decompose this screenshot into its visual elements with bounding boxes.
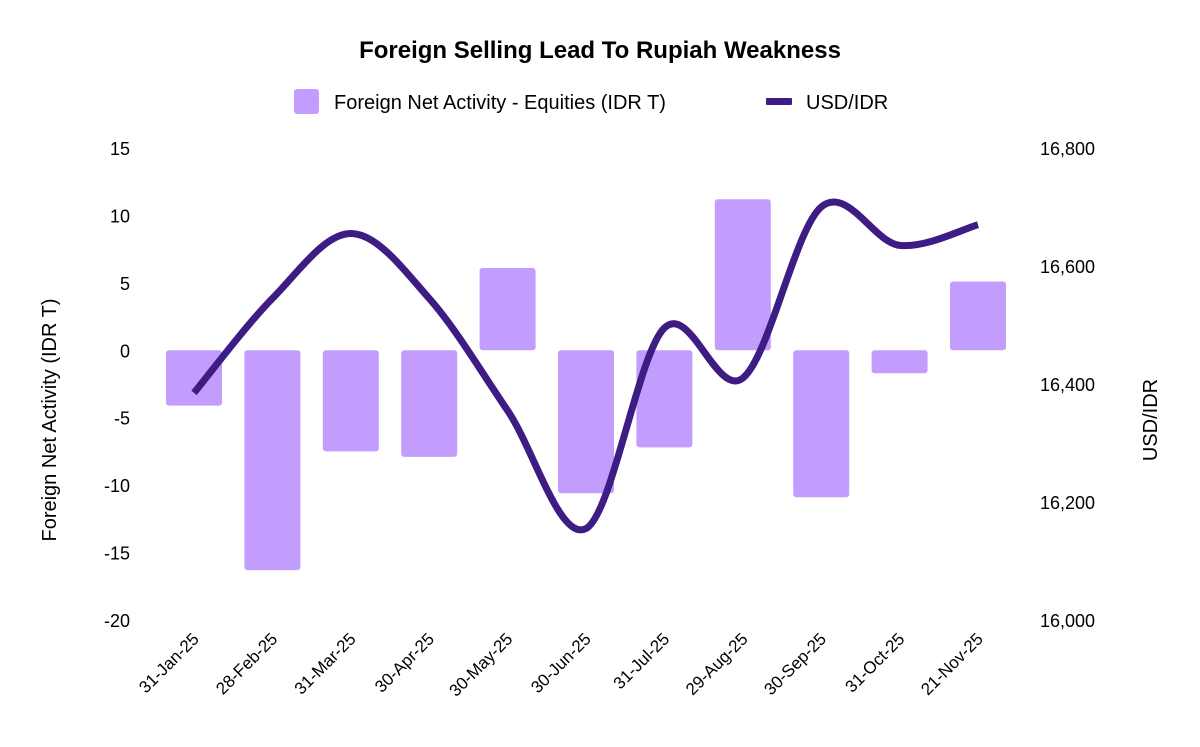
x-tick-label: 28-Feb-25 <box>212 629 281 698</box>
legend-bar-label: Foreign Net Activity - Equities (IDR T) <box>334 92 666 114</box>
left-tick-label: 10 <box>110 206 130 226</box>
bar-21-Nov-25 <box>950 282 1006 351</box>
legend-line-swatch <box>766 98 792 105</box>
right-tick-label: 16,600 <box>1040 257 1095 277</box>
right-tick-label: 16,800 <box>1040 139 1095 159</box>
right-tick-label: 16,000 <box>1040 611 1095 631</box>
left-tick-label: 0 <box>120 341 130 361</box>
left-tick-label: -15 <box>104 544 130 564</box>
right-axis-ticks: 16,800 16,600 16,400 16,200 16,000 <box>1040 139 1095 631</box>
x-tick-label: 21-Nov-25 <box>917 629 987 699</box>
x-tick-label: 29-Aug-25 <box>682 629 752 699</box>
bar-31-Jan-25 <box>166 350 222 405</box>
x-tick-label: 30-Jun-25 <box>527 629 595 697</box>
right-axis-title: USD/IDR <box>1140 379 1162 461</box>
bar-30-Apr-25 <box>401 350 457 457</box>
x-tick-label: 30-Sep-25 <box>760 629 830 699</box>
x-tick-label: 31-Jan-25 <box>135 629 203 697</box>
bar-28-Feb-25 <box>244 350 300 570</box>
left-tick-label: 15 <box>110 139 130 159</box>
x-tick-label: 30-Apr-25 <box>371 629 438 696</box>
x-tick-label: 30-May-25 <box>446 629 517 700</box>
legend-bar-swatch <box>294 89 319 114</box>
bar-29-Aug-25 <box>715 199 771 350</box>
right-tick-label: 16,400 <box>1040 375 1095 395</box>
x-tick-label: 31-Jul-25 <box>610 629 674 693</box>
x-tick-label: 31-Mar-25 <box>291 629 360 698</box>
left-tick-label: -10 <box>104 476 130 496</box>
left-axis-ticks: 15 10 5 0 -5 -10 -15 -20 <box>104 139 130 631</box>
legend: Foreign Net Activity - Equities (IDR T) … <box>294 89 888 114</box>
bar-31-Oct-25 <box>872 350 928 373</box>
x-tick-label: 31-Oct-25 <box>842 629 909 696</box>
right-tick-label: 16,200 <box>1040 493 1095 513</box>
left-axis-title: Foreign Net Activity (IDR T) <box>39 298 61 541</box>
bar-31-Mar-25 <box>323 350 379 451</box>
bar-30-Sep-25 <box>793 350 849 497</box>
left-tick-label: 5 <box>120 274 130 294</box>
bar-30-Jun-25 <box>558 350 614 493</box>
chart-title: Foreign Selling Lead To Rupiah Weakness <box>359 37 841 64</box>
left-tick-label: -20 <box>104 611 130 631</box>
legend-line-label: USD/IDR <box>806 92 888 114</box>
bar-series <box>166 199 1006 570</box>
left-tick-label: -5 <box>114 409 130 429</box>
bar-30-May-25 <box>480 268 536 350</box>
